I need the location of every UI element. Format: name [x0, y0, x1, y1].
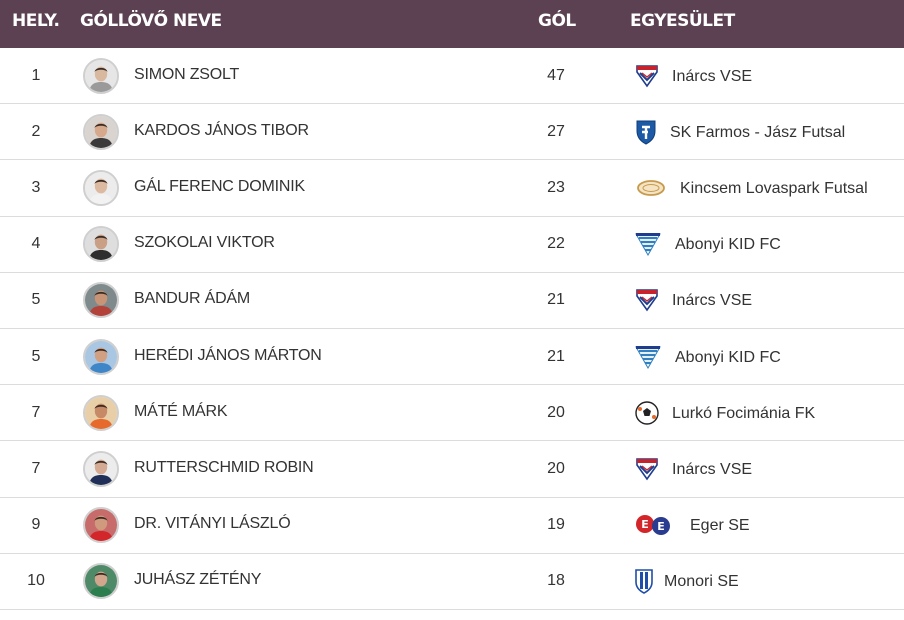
rank-cell: 7 [31, 403, 41, 421]
table-row: 9 DR. VITÁNYI LÁSZLÓ 19 E E Eger SE [0, 498, 904, 554]
player-avatar [83, 563, 119, 600]
table-body: 1 SIMON ZSOLT 47 Inárcs VSE 2 KARDOS JÁNOS TI… [0, 48, 904, 610]
table-header: HELY. GÓLLÖVŐ NEVE GÓL EGYESÜLET [0, 0, 904, 48]
player-avatar [83, 57, 119, 94]
club-name[interactable]: Abonyi KID FC [675, 348, 781, 366]
club-name[interactable]: Lurkó Focimánia FK [672, 404, 816, 422]
player-avatar [83, 394, 119, 431]
player-avatar [83, 507, 119, 544]
player-name[interactable]: MÁTÉ MÁRK [134, 402, 228, 420]
club-name[interactable]: Inárcs VSE [672, 460, 753, 478]
inarcs-vse-logo-icon [634, 63, 660, 89]
goals-cell: 20 [547, 459, 565, 477]
goals-cell: 21 [547, 291, 565, 309]
player-avatar [83, 226, 119, 263]
goals-cell: 20 [547, 403, 565, 421]
inarcs-vse-logo-icon [634, 456, 660, 482]
player-avatar [83, 169, 119, 206]
player-avatar [83, 450, 119, 487]
abonyi-kid-fc-logo-icon [634, 231, 661, 257]
goals-cell: 23 [547, 178, 565, 196]
club-name[interactable]: SK Farmos - Jász Futsal [670, 123, 846, 141]
svg-text:E: E [641, 518, 649, 531]
table-row: 1 SIMON ZSOLT 47 Inárcs VSE [0, 48, 904, 105]
club-name[interactable]: Abonyi KID FC [675, 236, 781, 254]
table-row: 10 JUHÁSZ ZÉTÉNY 18 Monori SE [0, 554, 904, 610]
table-row: 7 RUTTERSCHMID ROBIN 20 Inárcs VSE [0, 441, 904, 498]
club-name[interactable]: Inárcs VSE [672, 292, 753, 310]
player-name[interactable]: KARDOS JÁNOS TIBOR [134, 121, 309, 139]
table-row: 3 GÁL FERENC DOMINIK 23 Kincsem Lovaspark F… [0, 160, 904, 217]
kincsem-lovaspark-logo-icon [636, 175, 665, 201]
abonyi-kid-fc-logo-icon [634, 344, 661, 370]
club-name[interactable]: Kincsem Lovaspark Futsal [680, 179, 868, 197]
player-name[interactable]: JUHÁSZ ZÉTÉNY [134, 571, 262, 589]
player-name[interactable]: RUTTERSCHMID ROBIN [134, 458, 314, 476]
club-name[interactable]: Inárcs VSE [672, 67, 753, 85]
rank-cell: 5 [31, 291, 41, 309]
goals-cell: 27 [547, 122, 565, 140]
goals-cell: 21 [547, 347, 565, 365]
player-avatar [83, 338, 119, 375]
player-name[interactable]: GÁL FERENC DOMINIK [134, 177, 305, 195]
player-name[interactable]: HERÉDI JÁNOS MÁRTON [134, 346, 322, 364]
header-rank: HELY. [12, 11, 60, 31]
lurko-focimania-logo-icon [634, 400, 660, 426]
rank-cell: 10 [27, 572, 45, 590]
player-name[interactable]: SZOKOLAI VIKTOR [134, 234, 275, 252]
header-club: EGYESÜLET [630, 11, 735, 31]
rank-cell: 4 [31, 235, 41, 253]
goals-cell: 18 [547, 572, 565, 590]
header-goals: GÓL [538, 11, 576, 31]
table-row: 7 MÁTÉ MÁRK 20 Lurkó Focimánia FK [0, 385, 904, 442]
rank-cell: 5 [31, 347, 41, 365]
table-row: 5 HERÉDI JÁNOS MÁRTON 21 Abonyi KID FC [0, 329, 904, 386]
rank-cell: 3 [31, 178, 41, 196]
svg-text:E: E [657, 520, 665, 533]
player-name[interactable]: DR. VITÁNYI LÁSZLÓ [134, 515, 291, 533]
club-name[interactable]: Eger SE [690, 516, 750, 534]
rank-cell: 9 [31, 516, 41, 534]
goals-cell: 47 [547, 66, 565, 84]
player-avatar [83, 282, 119, 319]
rank-cell: 7 [31, 459, 41, 477]
table-row: 5 BANDUR ÁDÁM 21 Inárcs VSE [0, 273, 904, 329]
goals-cell: 19 [547, 516, 565, 534]
club-name[interactable]: Monori SE [664, 573, 739, 591]
sk-farmos-logo-icon [633, 119, 659, 145]
inarcs-vse-logo-icon [634, 287, 660, 313]
monori-se-logo-icon [634, 568, 660, 595]
player-avatar [83, 113, 119, 150]
table-row: 4 SZOKOLAI VIKTOR 22 Abonyi KID FC [0, 217, 904, 273]
table-row: 2 KARDOS JÁNOS TIBOR 27 SK Farmos - Jász Fu… [0, 104, 904, 161]
player-name[interactable]: SIMON ZSOLT [134, 65, 240, 83]
goals-cell: 22 [547, 235, 565, 253]
header-scorer-name: GÓLLÖVŐ NEVE [80, 11, 222, 31]
player-name[interactable]: BANDUR ÁDÁM [134, 290, 251, 308]
rank-cell: 2 [31, 122, 41, 140]
rank-cell: 1 [31, 66, 41, 84]
